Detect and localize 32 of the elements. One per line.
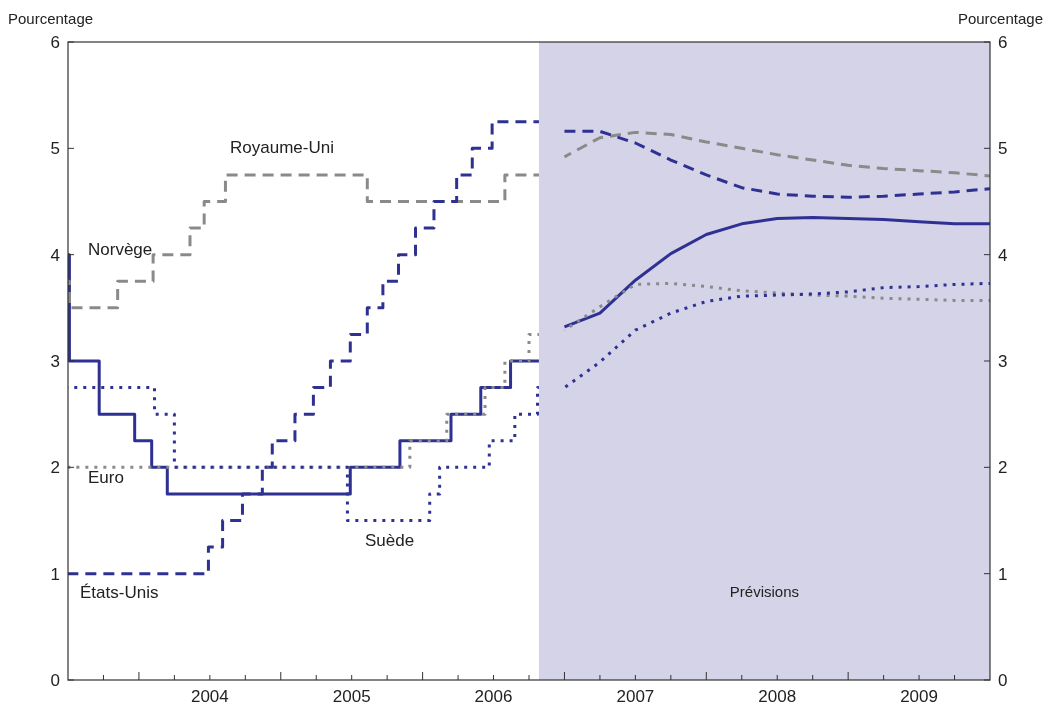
line-series [562,129,992,199]
x-tick-label: 2004 [190,687,229,706]
series-label: Norvège [88,240,153,259]
series-label: Euro [88,468,124,487]
line-series [562,215,992,329]
y2-tick-label: 6 [998,33,1008,52]
x-tick-label: 2007 [616,687,655,706]
y2-tick-label: 5 [998,139,1008,159]
y2-tick-label: 4 [998,245,1008,265]
series-label: Royaume-Uni [230,138,334,157]
x-tick-label: 2008 [758,687,797,706]
x-tick-label: 2009 [900,687,938,706]
y-tick-label: 1 [50,564,60,584]
y-tick-label: 6 [50,33,60,52]
y-tick-label: 2 [50,458,60,478]
y-tick-label: 4 [50,245,60,265]
y2-tick-label: 0 [998,671,1008,690]
y2-tick-label: 1 [998,564,1008,584]
series-label: Suède [365,531,415,550]
y-tick-label: 5 [50,139,60,159]
band-label: Prévisions [729,583,800,600]
series-label: États-Unis [80,583,159,602]
x-tick-label: 2006 [474,687,513,706]
line-series [562,281,992,390]
y-tick-label: 3 [50,352,60,371]
y2-axis-title: Pourcentage [957,10,1043,27]
y-axis-title: Pourcentage [8,10,94,27]
y-tick-label: 0 [50,671,60,690]
y2-tick-label: 2 [998,458,1008,478]
line-series [562,130,992,178]
x-tick-label: 2005 [332,687,371,706]
y2-tick-label: 3 [998,352,1008,371]
